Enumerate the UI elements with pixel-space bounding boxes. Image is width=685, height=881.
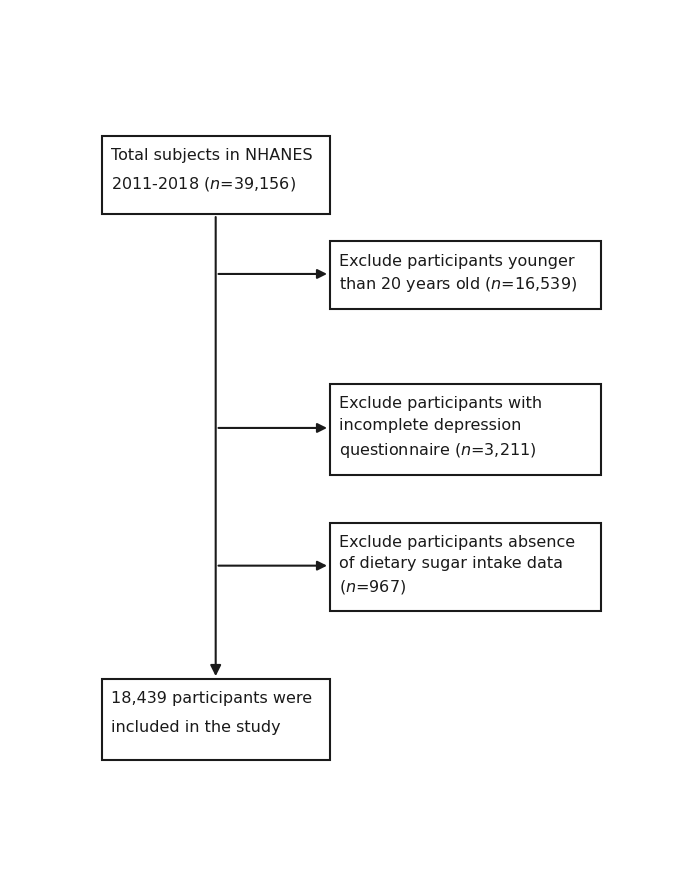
Polygon shape <box>101 679 329 760</box>
Text: Exclude participants absence: Exclude participants absence <box>339 535 575 550</box>
Polygon shape <box>101 137 329 214</box>
Text: than 20 years old ($\it{n}$=16,539): than 20 years old ($\it{n}$=16,539) <box>339 275 577 294</box>
Text: 18,439 participants were: 18,439 participants were <box>111 692 312 707</box>
Polygon shape <box>329 384 601 476</box>
Text: 2011-2018 ($\it{n}$=39,156): 2011-2018 ($\it{n}$=39,156) <box>111 175 296 193</box>
Text: Exclude participants younger: Exclude participants younger <box>339 254 575 269</box>
Polygon shape <box>329 523 601 611</box>
Text: Exclude participants with: Exclude participants with <box>339 396 543 411</box>
Text: Total subjects in NHANES: Total subjects in NHANES <box>111 149 313 164</box>
Text: included in the study: included in the study <box>111 720 281 735</box>
Text: incomplete depression: incomplete depression <box>339 418 522 433</box>
Text: ($\it{n}$=967): ($\it{n}$=967) <box>339 578 407 596</box>
Polygon shape <box>329 241 601 309</box>
Text: questionnaire ($\it{n}$=3,211): questionnaire ($\it{n}$=3,211) <box>339 440 537 460</box>
Text: of dietary sugar intake data: of dietary sugar intake data <box>339 557 563 572</box>
